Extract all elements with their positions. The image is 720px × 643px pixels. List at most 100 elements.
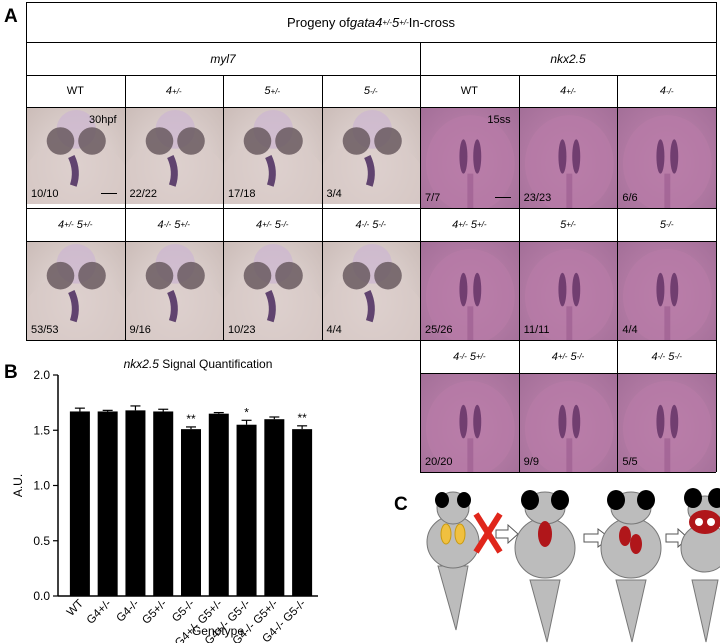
gene-header-nkx2-5: nkx2.5 [550,51,586,66]
embryo-graphic [125,243,223,340]
bar [69,411,90,596]
bar [208,413,229,596]
significance-marker: * [244,405,249,419]
panel-b-letter: B [4,362,18,383]
myl7-genotype-label: WT [66,85,84,97]
y-tick-label: 1.5 [33,423,50,437]
embryo-2 [514,490,576,643]
panel-c-letter: C [394,494,408,515]
nkx2-5-embryo-image: 5/5 [618,374,716,472]
embryo-graphic [425,380,515,472]
nkx2-5-embryo-image: 20/20 [421,374,519,472]
embryo-count: 4/4 [622,324,638,336]
myl7-embryo-image: 3/4 [322,108,420,204]
embryo-count: 22/22 [129,188,158,200]
chart-title: nkx2.5 Signal Quantification [124,357,273,371]
embryo-4 [680,488,720,643]
nkx2-5-embryo-image: 6/6 [618,108,716,208]
divider [223,75,224,340]
x-axis-label: Genotype [192,624,244,638]
embryo-graphic [524,115,614,208]
embryo-graphic [27,243,125,340]
embryo-count: 23/23 [523,192,552,204]
embryo-graphic [425,115,515,208]
embryo-count: 17/18 [228,188,256,200]
panel-a-title: Progeny of gata4 +/- 5 +/- In-cross [286,14,455,30]
embryo-count: 11/11 [523,324,550,336]
embryo-graphic [224,243,322,340]
divider [420,472,716,473]
divider [26,340,420,341]
embryo-count: 6/6 [622,192,638,204]
embryo-count: 5/5 [622,456,638,468]
arrow-icon [495,523,519,545]
myl7-embryo-image: 53/53 [27,242,125,340]
y-tick-label: 0.5 [33,534,50,548]
cross-icon [473,512,503,554]
embryo-graphic [27,109,125,204]
embryo-count: 4/4 [326,324,342,336]
embryo-diagram [426,488,720,643]
embryo-count: 3/4 [326,188,342,200]
nkx2-5-genotype-label: 4 +/- [560,85,576,97]
nkx2-5-embryo-image: 11/11 [519,242,618,340]
myl7-embryo-image: 17/18 [224,108,322,204]
myl7-embryo-image: 4/4 [322,242,420,340]
stage-label: 30hpf [88,114,117,126]
stage-label: 15ss [487,114,511,126]
nkx2-5-genotype-label: 4 -/- [659,85,674,97]
embryo-count: 9/9 [523,456,539,468]
myl7-genotype-label: 5 -/- [363,85,378,97]
myl7-embryo-image: 10/23 [224,242,322,340]
myl7-genotype-label: 4 +/- 5 -/- [256,218,289,231]
nkx2-5-genotype-label: 5 +/- [560,218,576,231]
bar [125,410,146,596]
myl7-embryo-image: 9/16 [125,242,223,340]
divider [617,75,619,472]
y-tick-label: 2.0 [33,368,50,382]
bar [292,429,313,596]
x-tick-label: G4-/- [115,598,142,625]
gene-header-myl7: myl7 [210,51,236,66]
divider [420,373,716,374]
embryo-count: 10/10 [31,188,59,200]
embryo-graphic [322,243,420,340]
embryo-graphic [623,248,713,340]
divider [26,75,716,76]
embryo-count: 7/7 [425,192,441,204]
scale-bar [494,197,511,198]
nkx2-5-genotype-label: 4 +/- 5 -/- [551,350,585,363]
nkx2-5-genotype-label: 4 -/- 5 +/- [453,350,486,363]
divider [124,75,126,340]
myl7-embryo-image: 22/22 [125,108,223,204]
embryo-graphic [623,380,713,472]
myl7-embryo-image: 10/10 30hpf [27,108,125,204]
divider [321,75,323,340]
nkx2-5-embryo-image: 7/7 15ss [421,108,519,208]
embryo-count: 20/20 [425,456,453,468]
embryo-graphic [623,115,713,208]
significance-marker: ** [186,412,196,426]
x-tick-label: G5+/- [140,598,169,627]
y-tick-label: 1.0 [33,479,50,493]
y-tick-label: 0.0 [33,589,50,603]
bar [264,419,285,596]
table-border-right [716,2,717,472]
nkx2-5-embryo-image: 4/4 [618,242,716,340]
panel-a-letter: A [4,6,18,27]
nkx2-5-embryo-image: 9/9 [519,374,618,472]
x-tick-label: G4+/- [85,598,114,627]
embryo-1 [426,491,480,631]
embryo-count: 10/23 [228,324,256,336]
divider [420,340,716,341]
myl7-genotype-label: 4 -/- 5 -/- [355,218,386,231]
nkx2-5-genotype-label: WT [460,85,478,97]
divider [420,208,716,209]
bar [236,424,257,596]
bar [181,429,201,596]
embryo-graphic [425,248,515,340]
nkx2-5-genotype-label: 4 -/- 5 -/- [651,350,682,363]
significance-marker: ** [297,411,307,425]
myl7-genotype-label: 5 +/- [264,85,281,97]
embryo-count: 9/16 [129,324,151,336]
